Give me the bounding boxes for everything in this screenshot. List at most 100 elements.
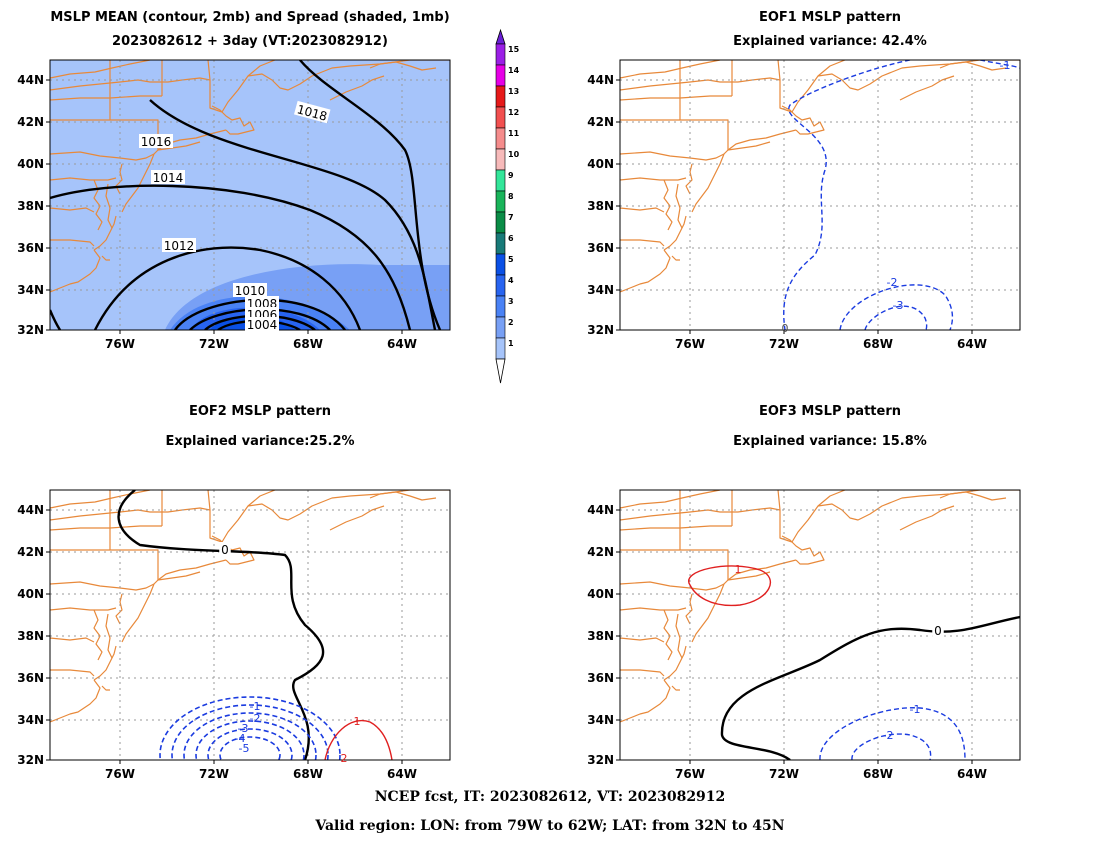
lon-tick-label: 72W — [199, 337, 229, 351]
map-background — [620, 490, 1020, 760]
eof2-neg-contour-3 — [183, 712, 317, 760]
colorbar-label: 2 — [508, 318, 514, 327]
lon-tick-label: 64W — [387, 767, 417, 781]
eof2-label-pos2: 2 — [341, 752, 348, 765]
lat-tick-label: 34N — [17, 283, 44, 297]
colorbar-swatch — [495, 211, 506, 234]
eof1-contour-0 — [783, 60, 911, 330]
lon-tick-label: 68W — [293, 337, 323, 351]
eof2-pos-contour-1 — [324, 719, 393, 760]
colorbar-swatch — [495, 148, 506, 171]
lon-tick-label: 64W — [387, 337, 417, 351]
lat-tick-label: 42N — [587, 545, 614, 559]
colorbar-swatch — [495, 232, 506, 255]
isobar-label-1004-box — [245, 317, 279, 331]
eof2-neg-contour-1 — [159, 696, 341, 760]
eof2-label-neg1: -1 — [250, 700, 261, 713]
footer-line2: Valid region: LON: from 79W to 62W; LAT:… — [315, 818, 785, 834]
eof3-neg-contour-1 — [819, 707, 966, 760]
eof1-label-neg1: -1 — [1000, 59, 1011, 72]
isobar-label-1012: 1012 — [164, 239, 195, 253]
colorbar-swatch — [495, 169, 506, 192]
colorbar-swatch — [495, 127, 506, 150]
lon-tick-label: 64W — [957, 767, 987, 781]
eof2-title-line2: Explained variance:25.2% — [165, 434, 355, 449]
eof1-label-neg2: -2 — [887, 276, 898, 289]
isobar-label-1008-box — [245, 296, 279, 310]
colorbar-label: 11 — [508, 129, 520, 138]
eof3-label-0-box — [932, 623, 944, 637]
eof1-contour-3 — [864, 305, 928, 330]
eof2-label-neg5: -5 — [239, 742, 250, 755]
lat-tick-label: 32N — [587, 323, 614, 337]
eof3-neg-contour-2 — [851, 733, 932, 760]
colorbar-label: 14 — [508, 66, 520, 75]
eof3-label-0: 0 — [934, 624, 942, 638]
colorbar-swatch — [495, 295, 506, 318]
map-frame — [619, 59, 1021, 331]
lat-tick-label: 44N — [17, 73, 44, 87]
eof2-neg-contour-4 — [195, 720, 305, 760]
map-area — [620, 490, 1020, 760]
colorbar-swatch — [495, 253, 506, 276]
map-area — [620, 60, 1020, 330]
lat-tick-label: 42N — [587, 115, 614, 129]
lat-tick-label: 38N — [17, 629, 44, 643]
colorbar-label: 1 — [508, 339, 514, 348]
lat-tick-label: 42N — [17, 545, 44, 559]
lat-tick-label: 34N — [587, 283, 614, 297]
eof2-label-neg2: -2 — [250, 712, 261, 725]
lat-tick-label: 44N — [17, 503, 44, 517]
lat-tick-label: 44N — [587, 73, 614, 87]
lat-tick-label: 32N — [17, 323, 44, 337]
colorbar-swatch — [495, 85, 506, 108]
mean-title-line2: 2023082612 + 3day (VT:2023082912) — [112, 34, 388, 49]
lon-tick-label: 68W — [863, 337, 893, 351]
isobar-label-1018-box — [294, 100, 331, 124]
lon-tick-label: 76W — [675, 337, 705, 351]
lon-tick-label: 76W — [105, 767, 135, 781]
map-background — [50, 490, 450, 760]
colorbar-label: 7 — [508, 213, 514, 222]
lat-tick-label: 40N — [17, 587, 44, 601]
eof1-title-line2: Explained variance: 42.4% — [733, 34, 927, 49]
eof3-label-pos1: 1 — [735, 563, 742, 576]
isobar-1014 — [50, 184, 412, 330]
colorbar-label: 8 — [508, 192, 514, 201]
lat-tick-label: 36N — [17, 671, 44, 685]
eof3-title-line2: Explained variance: 15.8% — [733, 434, 927, 449]
lon-tick-label: 72W — [199, 767, 229, 781]
colorbar-over-triangle — [495, 28, 506, 45]
map-frame — [49, 489, 451, 761]
isobar-1012 — [93, 246, 362, 330]
colorbar-label: 4 — [508, 276, 514, 285]
eof3-contour-0 — [720, 615, 1020, 760]
eof1-contour-1 — [979, 60, 1020, 69]
eof1-map: 44N 42N 40N 38N 36N 34N 32N 76W 72W 68W 64W 0 -2 -3 -1 — [587, 59, 1021, 351]
eof1-title-line1: EOF1 MSLP pattern — [758, 10, 901, 25]
eof2-title-line1: EOF2 MSLP pattern — [188, 404, 331, 419]
footer-line1: NCEP fcst, IT: 2023082612, VT: 202308291… — [374, 789, 726, 805]
isobar-label-1014: 1014 — [153, 171, 184, 185]
lat-tick-label: 36N — [17, 241, 44, 255]
lon-tick-label: 72W — [769, 767, 799, 781]
lat-tick-label: 38N — [17, 199, 44, 213]
eof2-contour-0 — [117, 490, 325, 760]
isobar-label-1012-box — [162, 238, 196, 252]
colorbar-label: 3 — [508, 297, 514, 306]
eof2-neg-contour-2 — [171, 704, 329, 760]
eof1-label-0: 0 — [782, 322, 789, 335]
colorbar-swatch — [495, 337, 506, 360]
eof3-map: 44N 42N 40N 38N 36N 34N 32N 76W 72W 68W 64W 1 0 -1 -2 — [587, 489, 1021, 781]
eof2-neg-contour-6 — [219, 736, 281, 760]
colorbar-label: 12 — [508, 108, 519, 117]
eof2-label-pos1: 1 — [354, 715, 361, 728]
colorbar-under-triangle — [495, 358, 506, 384]
isobar-label-1004: 1004 — [247, 318, 278, 332]
lat-tick-label: 44N — [587, 503, 614, 517]
colorbar-label: 9 — [508, 171, 514, 180]
colorbar-swatch — [495, 106, 506, 129]
lon-tick-label: 68W — [863, 767, 893, 781]
lat-tick-label: 40N — [587, 587, 614, 601]
